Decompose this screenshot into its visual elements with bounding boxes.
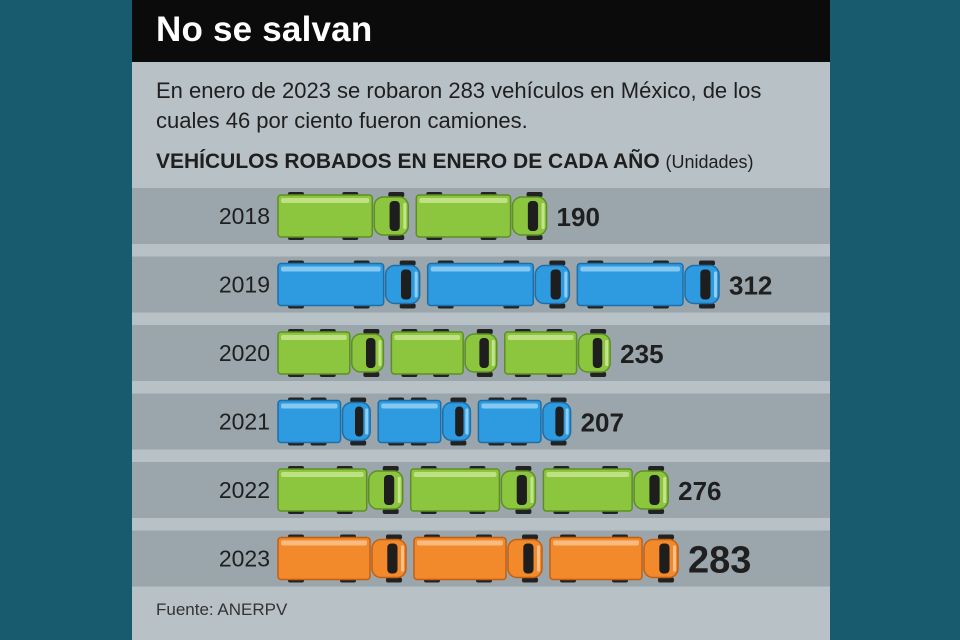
truck-icon xyxy=(477,397,572,446)
page-title: No se salvan xyxy=(156,10,373,49)
category-label: 2018 xyxy=(219,203,270,229)
infographic-card: No se salvan En enero de 2023 se robaron… xyxy=(132,0,830,640)
category-label: 2023 xyxy=(219,546,270,572)
truck-icon xyxy=(277,329,385,377)
chart-subtitle: En enero de 2023 se robaron 283 vehículo… xyxy=(156,78,762,133)
value-label: 207 xyxy=(581,408,624,438)
truck-icon xyxy=(277,260,421,309)
truck-icon xyxy=(549,534,679,583)
value-label: 235 xyxy=(620,339,663,369)
truck-icon xyxy=(277,192,410,240)
truck-bar-chart: 2018 190 2019 312 2020 235 2021 207 2022 276 2023 2… xyxy=(132,188,830,587)
category-label: 2020 xyxy=(219,340,270,366)
chart-unit: (Unidades) xyxy=(665,152,754,172)
truck-icon xyxy=(390,329,498,377)
category-label: 2022 xyxy=(219,477,270,503)
truck-icon xyxy=(277,534,407,583)
chart-title: VEHÍCULOS ROBADOS EN ENERO DE CADA AÑO xyxy=(156,150,660,173)
truck-icon xyxy=(413,534,543,583)
category-label: 2021 xyxy=(219,409,270,435)
value-label: 312 xyxy=(729,271,772,301)
source-note: Fuente: ANERPV xyxy=(156,600,288,619)
truck-icon xyxy=(504,329,611,377)
title-bar: No se salvan xyxy=(132,0,830,62)
value-label: 190 xyxy=(557,202,600,232)
truck-icon xyxy=(415,192,548,240)
category-label: 2019 xyxy=(219,272,270,298)
value-label: 276 xyxy=(678,476,721,506)
value-label: 283 xyxy=(688,540,751,582)
truck-icon xyxy=(277,397,371,446)
truck-icon xyxy=(377,397,472,446)
truck-icon xyxy=(576,260,720,309)
truck-icon xyxy=(426,260,571,309)
truck-icon xyxy=(409,466,537,514)
truck-icon xyxy=(542,466,669,514)
truck-icon xyxy=(277,466,404,514)
chart-heading: VEHÍCULOS ROBADOS EN ENERO DE CADA AÑO (… xyxy=(156,150,754,174)
